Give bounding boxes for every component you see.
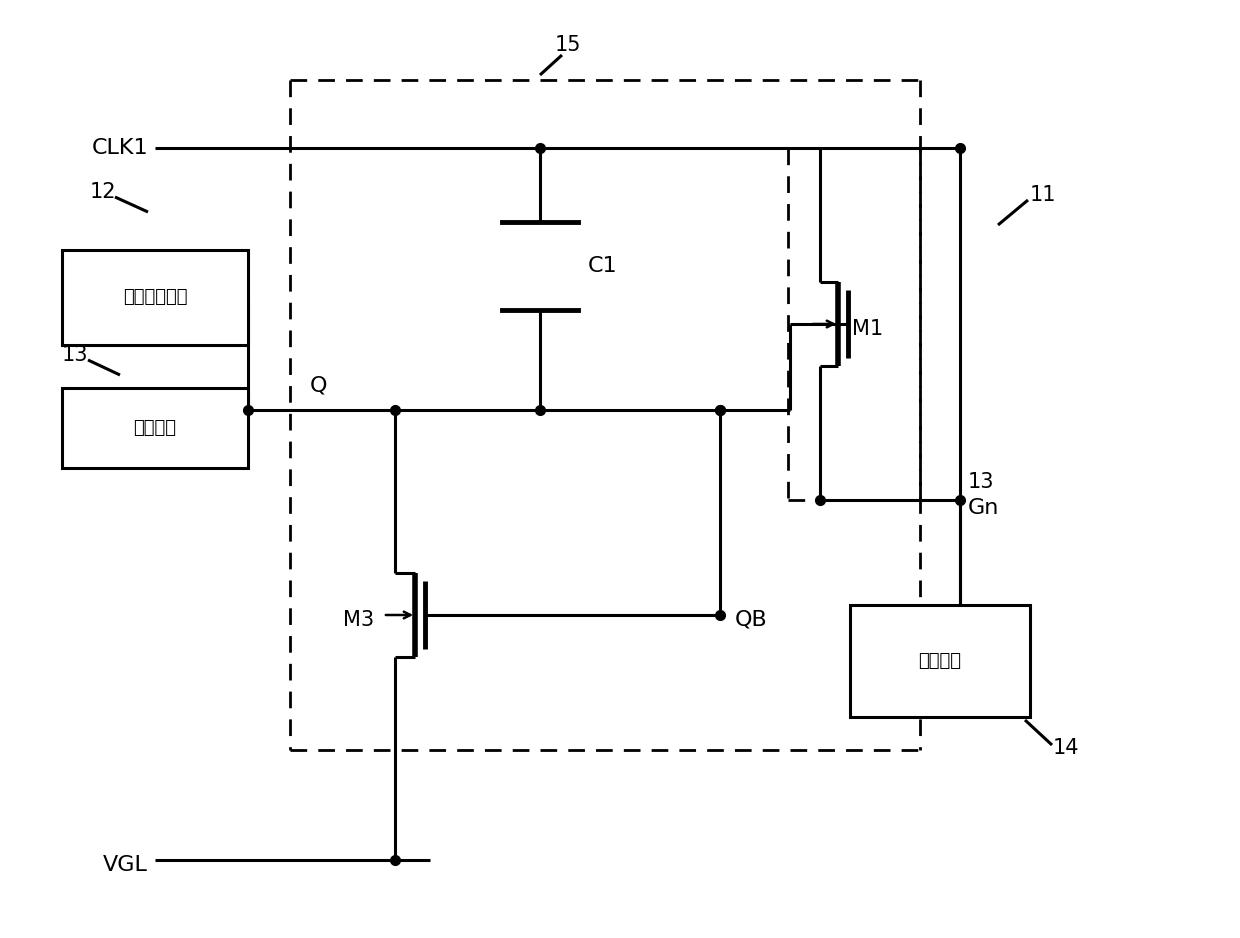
- Text: Q: Q: [310, 375, 327, 395]
- Text: 13: 13: [968, 472, 994, 492]
- Bar: [849, 605, 1030, 717]
- Text: CLK1: CLK1: [92, 138, 148, 158]
- Text: 13: 13: [62, 345, 88, 365]
- Text: M3: M3: [343, 610, 374, 630]
- Text: 11: 11: [1030, 185, 1056, 205]
- Text: 上拉驱动模块: 上拉驱动模块: [123, 288, 187, 306]
- Text: Gn: Gn: [968, 498, 999, 518]
- Text: QB: QB: [735, 610, 768, 630]
- Bar: [62, 250, 248, 345]
- Text: C1: C1: [588, 256, 618, 276]
- Bar: [62, 388, 248, 468]
- Text: 12: 12: [91, 182, 117, 202]
- Text: VGL: VGL: [103, 855, 148, 875]
- Text: 15: 15: [556, 35, 582, 55]
- Text: 下拉模块: 下拉模块: [919, 652, 961, 670]
- Text: M1: M1: [852, 319, 883, 339]
- Text: 复位模块: 复位模块: [134, 419, 176, 437]
- Text: 14: 14: [1053, 738, 1080, 758]
